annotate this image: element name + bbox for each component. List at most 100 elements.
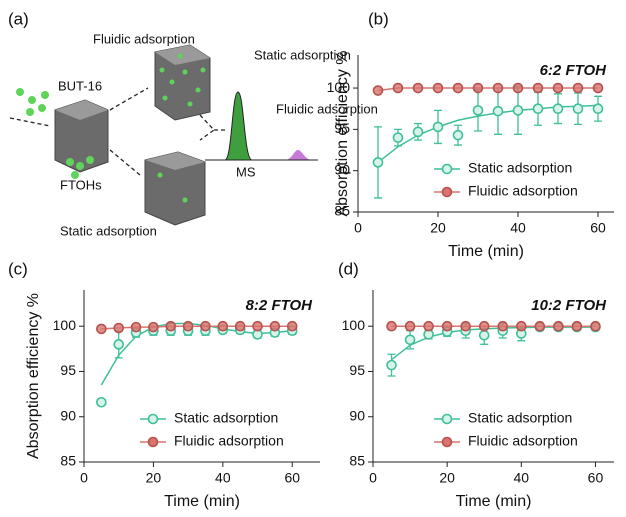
point [452,82,464,94]
legend-marker [441,413,453,425]
x-tick-label: 20 [430,220,446,236]
point [96,323,107,335]
point [532,82,544,94]
legend-marker [441,163,453,175]
point [286,320,298,332]
y-tick-label: 90 [334,161,350,177]
point [492,82,504,94]
point [113,339,125,350]
point [252,320,263,332]
point [130,321,142,333]
point [234,320,246,332]
adsorbed-dots [157,172,188,203]
panel-label: (d) [338,259,359,278]
mof-top [55,100,108,120]
point [472,82,484,94]
point [165,320,177,332]
y-tick-label: 95 [349,362,365,378]
legend-label: Fluidic adsorption [174,433,284,449]
series-line [101,325,293,330]
annotation: 8:2 FTOH [246,297,314,314]
point [200,320,211,332]
y-tick-label: 100 [53,317,77,333]
point [552,82,564,94]
point [372,157,384,168]
point [423,320,434,332]
point [460,320,471,332]
label: Fluidic adsorption [276,101,378,116]
point [412,126,424,138]
point [412,82,424,94]
panel-label: (a) [8,9,29,28]
y-tick-label: 85 [334,203,350,219]
label: Fluidic adsorption [93,31,195,46]
point [532,103,544,115]
point [516,320,527,332]
point [478,329,490,341]
x-tick-label: 60 [284,470,300,486]
legend-marker [147,436,159,448]
y-tick-label: 100 [327,79,351,95]
point [96,396,107,408]
point [392,132,404,143]
point [572,82,584,94]
x-tick-label: 0 [354,220,362,236]
x-axis-label: Time (min) [164,493,240,510]
point [592,82,604,94]
point [497,320,509,332]
point [534,320,546,332]
x-tick-label: 40 [215,470,231,486]
annotation: 10:2 FTOH [531,297,607,314]
point [404,334,416,346]
point [478,320,490,332]
annotation: 6:2 FTOH [540,62,608,79]
fit-curve [100,322,293,386]
point [148,321,159,333]
y-axis-label: Absorption efficiency % [25,293,42,459]
x-tick-label: 20 [146,470,162,486]
point [553,320,564,332]
y-tick-label: 85 [60,453,76,469]
fit-curve [377,104,599,164]
y-tick-label: 100 [342,317,366,333]
point [512,105,524,116]
y-tick-label: 95 [60,362,76,378]
legend-label: Static adsorption [468,160,572,176]
label: BUT-16 [58,78,102,93]
point [571,320,583,332]
point [552,103,564,115]
legend-label: Fluidic adsorption [468,433,578,449]
mof-top [155,45,210,65]
x-tick-label: 40 [514,470,530,486]
adsorbed-dots [159,53,206,107]
legend-label: Fluidic adsorption [468,183,578,199]
point [217,320,229,332]
point [386,359,397,371]
point [472,105,484,116]
x-tick-label: 60 [590,220,606,236]
y-axis-label: Absorption efficiency % [334,50,351,216]
point [392,82,404,94]
point [512,82,524,94]
x-tick-label: 40 [510,220,526,236]
panel-label: (b) [368,9,389,28]
fit-curve [391,326,596,361]
mof-top [145,152,205,170]
point [590,320,601,332]
x-tick-label: 0 [369,470,377,486]
point [113,322,125,334]
panel-label: (c) [8,259,28,278]
x-tick-label: 60 [588,470,604,486]
point [404,320,416,332]
point [182,320,194,332]
y-tick-label: 90 [60,407,76,423]
point [386,320,397,332]
x-tick-label: 0 [80,470,88,486]
x-axis-label: Time (min) [448,243,524,260]
series-line [377,87,598,92]
label: Static adsorption [60,223,157,238]
legend-label: Static adsorption [468,410,572,426]
x-tick-label: 20 [439,470,455,486]
fluidic-peak [285,150,312,160]
